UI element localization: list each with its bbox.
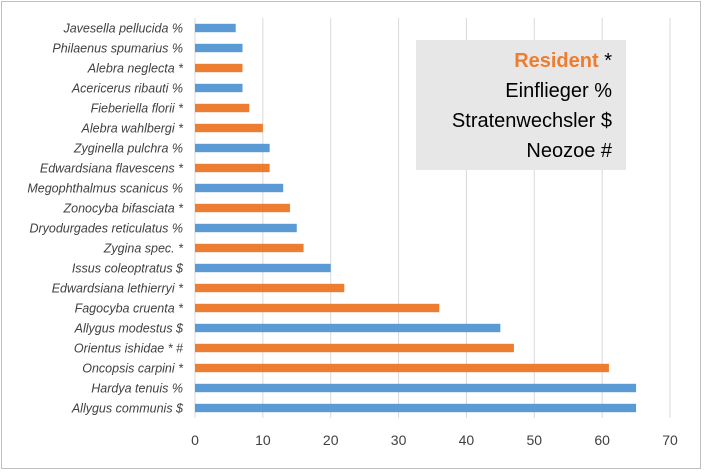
x-tick-label: 0 xyxy=(191,432,199,448)
x-tick-label: 20 xyxy=(323,432,339,448)
category-label: Oncopsis carpini * xyxy=(82,362,184,376)
x-tick-label: 40 xyxy=(459,432,475,448)
category-label: Edwardsiana lethierryi * xyxy=(52,282,184,296)
category-label: Alebra wahlbergi * xyxy=(81,122,185,136)
category-label: Orientus ishidae * # xyxy=(74,342,184,356)
category-label: Zyginella pulchra % xyxy=(73,142,183,156)
category-label: Dryodurgades reticulatus % xyxy=(29,222,183,236)
bar xyxy=(195,63,243,73)
legend-resident: Resident * xyxy=(416,46,612,76)
bar xyxy=(195,123,263,133)
legend-neozoe: Neozoe # xyxy=(526,140,612,162)
category-label: Issus coleoptratus $ xyxy=(72,262,184,276)
bar xyxy=(195,243,304,253)
x-tick-label: 60 xyxy=(594,432,610,448)
bar xyxy=(195,383,637,393)
legend-box: Resident * Einflieger % Stratenwechsler … xyxy=(416,40,626,170)
category-label: Allygus modestus $ xyxy=(74,322,184,336)
category-label: Acericerus ribauti % xyxy=(71,82,183,96)
bar xyxy=(195,223,297,233)
bar xyxy=(195,403,637,413)
x-tick-label: 50 xyxy=(526,432,542,448)
category-label: Allygus communis $ xyxy=(71,402,184,416)
bar xyxy=(195,323,501,333)
legend-resident-symbol: * xyxy=(598,50,612,72)
bar xyxy=(195,183,284,193)
bar xyxy=(195,343,514,353)
bar xyxy=(195,283,345,293)
bar xyxy=(195,203,290,213)
category-label: Zygina spec. * xyxy=(103,242,184,256)
bar xyxy=(195,303,440,313)
x-tick-labels: 0 10 20 30 40 50 60 70 xyxy=(191,432,678,448)
bar xyxy=(195,103,250,113)
category-label: Fieberiella florii * xyxy=(91,102,185,116)
category-label: Javesella pellucida % xyxy=(62,22,183,36)
category-label: Fagocyba cruenta * xyxy=(75,302,185,316)
category-label: Alebra neglecta * xyxy=(87,62,184,76)
x-tick-label: 70 xyxy=(662,432,678,448)
bar xyxy=(195,363,609,373)
bar xyxy=(195,143,270,153)
bar xyxy=(195,83,243,93)
legend-stratenwechsler: Stratenwechsler $ xyxy=(451,110,612,132)
category-labels: Allygus communis $ Hardya tenuis % Oncopsi… xyxy=(27,22,184,416)
bars xyxy=(195,23,637,413)
category-label: Megophthalmus scanicus % xyxy=(27,182,183,196)
category-label: Hardya tenuis % xyxy=(91,382,183,396)
category-label: Philaenus spumarius % xyxy=(52,42,183,56)
legend-einflieger: Einflieger % xyxy=(505,80,612,102)
bar xyxy=(195,263,331,273)
category-label: Zonocyba bifasciata * xyxy=(62,202,184,216)
bar xyxy=(195,23,236,33)
bar xyxy=(195,163,270,173)
bar xyxy=(195,43,243,53)
x-tick-label: 10 xyxy=(255,432,271,448)
x-tick-label: 30 xyxy=(391,432,407,448)
category-label: Edwardsiana flavescens * xyxy=(40,162,184,176)
legend-resident-label: Resident xyxy=(514,50,599,72)
